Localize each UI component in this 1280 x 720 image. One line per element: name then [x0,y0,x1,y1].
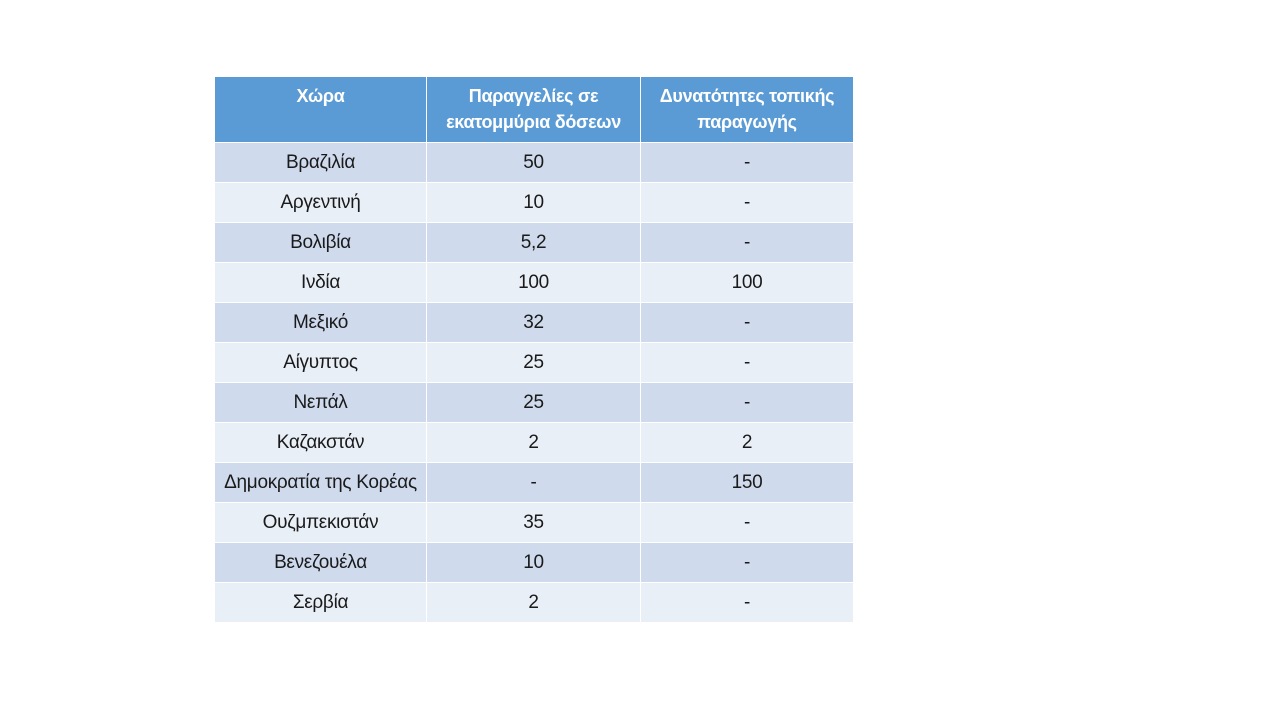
value-cell: - [640,502,854,543]
country-cell: Ουζμπεκιστάν [214,502,427,543]
orders-table: Χώρα Παραγγελίες σε εκατομμύρια δόσεων Δυν… [214,76,854,623]
value-cell: - [640,542,854,583]
value-cell: 5,2 [426,222,641,263]
value-cell: - [426,462,641,503]
value-cell: 32 [426,302,641,343]
value-cell: 10 [426,542,641,583]
country-cell: Νεπάλ [214,382,427,423]
country-cell: Σερβία [214,582,427,623]
value-cell: 35 [426,502,641,543]
table-row: Μεξικό 32- [214,302,854,343]
header-row: Χώρα Παραγγελίες σε εκατομμύρια δόσεων Δυν… [214,76,854,143]
header-cell: Χώρα [214,76,427,143]
value-cell: 25 [426,342,641,383]
table-row: Δημοκρατία της Κορέας -150 [214,462,854,503]
value-cell: - [640,142,854,183]
table-row: Αργεντινή 10- [214,182,854,223]
value-cell: 100 [426,262,641,303]
country-cell: Ινδία [214,262,427,303]
value-cell: 25 [426,382,641,423]
country-cell: Αίγυπτος [214,342,427,383]
table-row: Βραζιλία 50- [214,142,854,183]
country-cell: Μεξικό [214,302,427,343]
value-cell: - [640,382,854,423]
table-row: Ινδία 100 100 [214,262,854,303]
value-cell: - [640,582,854,623]
value-cell: - [640,182,854,223]
value-cell: 2 [426,582,641,623]
table-header: Χώρα Παραγγελίες σε εκατομμύρια δόσεων Δυν… [214,76,854,143]
value-cell: 10 [426,182,641,223]
header-cell: Δυνατότητες τοπικής παραγωγής [640,76,854,143]
value-cell: 150 [640,462,854,503]
header-cell: Παραγγελίες σε εκατομμύρια δόσεων [426,76,641,143]
value-cell: - [640,302,854,343]
table-row: Ουζμπεκιστάν 35- [214,502,854,543]
country-cell: Δημοκρατία της Κορέας [214,462,427,503]
value-cell: 100 [640,262,854,303]
country-cell: Βενεζουέλα [214,542,427,583]
country-cell: Βολιβία [214,222,427,263]
table-row: Βενεζουέλα 10- [214,542,854,583]
table-row: Σερβία 2- [214,582,854,623]
value-cell: - [640,222,854,263]
country-cell: Καζακστάν [214,422,427,463]
value-cell: 2 [426,422,641,463]
table-row: Νεπάλ 25- [214,382,854,423]
country-cell: Αργεντινή [214,182,427,223]
value-cell: 2 [640,422,854,463]
value-cell: - [640,342,854,383]
table-row: Αίγυπτος 25- [214,342,854,383]
table-row: Καζακστάν 2 2 [214,422,854,463]
value-cell: 50 [426,142,641,183]
table-body: Βραζιλία 50- Αργεντινή 10- Βολιβία 5,2- Ινδία 1… [214,142,854,623]
table-row: Βολιβία 5,2- [214,222,854,263]
country-cell: Βραζιλία [214,142,427,183]
